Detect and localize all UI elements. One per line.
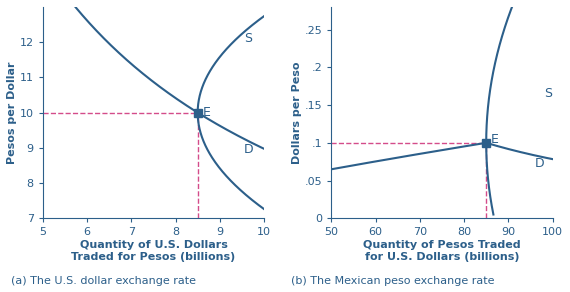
- Text: E: E: [203, 106, 211, 119]
- Text: E: E: [491, 133, 499, 146]
- Text: D: D: [535, 157, 544, 170]
- Text: (a) The U.S. dollar exchange rate: (a) The U.S. dollar exchange rate: [11, 276, 197, 286]
- Y-axis label: Pesos per Dollar: Pesos per Dollar: [7, 61, 17, 164]
- Text: D: D: [244, 143, 254, 156]
- X-axis label: Quantity of U.S. Dollars
Traded for Pesos (billions): Quantity of U.S. Dollars Traded for Peso…: [71, 240, 235, 262]
- Text: S: S: [544, 87, 552, 100]
- Text: S: S: [244, 32, 252, 45]
- X-axis label: Quantity of Pesos Traded
for U.S. Dollars (billions): Quantity of Pesos Traded for U.S. Dollar…: [363, 240, 521, 262]
- Y-axis label: Dollars per Peso: Dollars per Peso: [292, 61, 302, 164]
- Text: (b) The Mexican peso exchange rate: (b) The Mexican peso exchange rate: [291, 276, 494, 286]
